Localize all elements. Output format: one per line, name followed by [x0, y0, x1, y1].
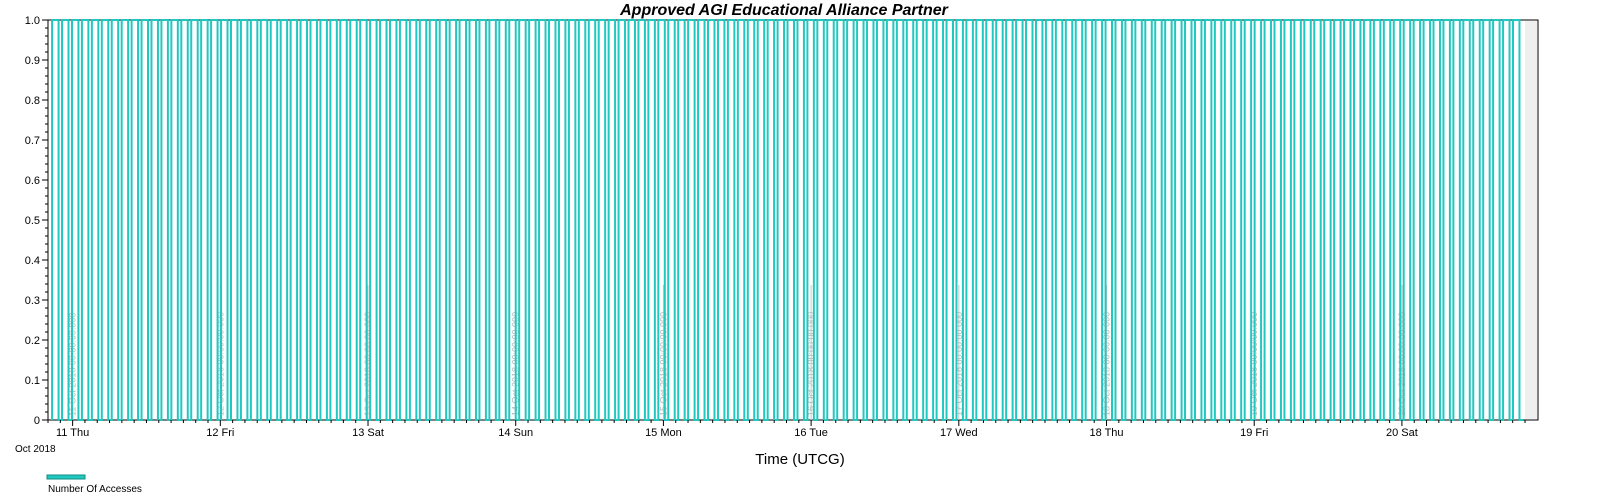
day-marker-label: 13 Oct 2018 00:00:00.000: [363, 312, 373, 416]
series-number-of-accesses: [51, 19, 1523, 421]
y-tick-label: 0.3: [25, 295, 40, 307]
month-label: Oct 2018: [15, 444, 56, 455]
x-tick-label: 16 Tue: [794, 427, 828, 439]
y-axis: 0 0.1 0.2 0.3 0.4 0.5 0.6 0.7 0.8 0.9 1.0: [25, 15, 48, 427]
day-marker-label: 15 Oct 2018 00:00:00.000: [658, 312, 668, 416]
x-tick-label: 11 Thu: [56, 427, 89, 439]
plot-right-shade: [1525, 21, 1537, 419]
y-tick-label: 1.0: [25, 15, 40, 27]
day-marker-label: 17 Oct 2018 00:00:00.000: [954, 312, 964, 416]
y-tick-label: 0.9: [25, 55, 40, 67]
x-tick-label: 12 Fri: [206, 427, 234, 439]
y-tick-label: 0.6: [25, 175, 40, 187]
x-tick-label: 20 Sat: [1386, 427, 1418, 439]
x-axis-label: Time (UTCG): [755, 451, 844, 468]
series-line: [51, 19, 1523, 421]
legend-label: Number Of Accesses: [48, 484, 142, 495]
x-tick-label: 19 Fri: [1240, 427, 1268, 439]
x-tick-label: 17 Wed: [940, 427, 978, 439]
x-tick-label: 15 Mon: [645, 427, 682, 439]
y-tick-label: 0.4: [25, 255, 40, 267]
legend-swatch: [46, 474, 86, 480]
x-tick-label: 13 Sat: [352, 427, 384, 439]
y-tick-label: 0.5: [25, 215, 40, 227]
x-axis: 11 Thu 12 Fri 13 Sat 14 Sun 15 Mon 16 Tue 17 W…: [47, 420, 1526, 439]
x-tick-label: 14 Sun: [498, 427, 533, 439]
y-tick-label: 0.8: [25, 95, 40, 107]
y-tick-label: 0: [34, 415, 40, 427]
day-marker-label: 16 Oct 2018 00:00:00.000: [806, 312, 816, 416]
y-tick-label: 0.1: [25, 375, 40, 387]
y-tick-label: 0.7: [25, 135, 40, 147]
day-marker-label: 20 Oct 2018 00:00:00.000: [1397, 312, 1407, 416]
y-tick-label: 0.2: [25, 335, 40, 347]
x-tick-label: 18 Thu: [1089, 427, 1123, 439]
chart-title: Approved AGI Educational Alliance Partne…: [619, 2, 949, 19]
